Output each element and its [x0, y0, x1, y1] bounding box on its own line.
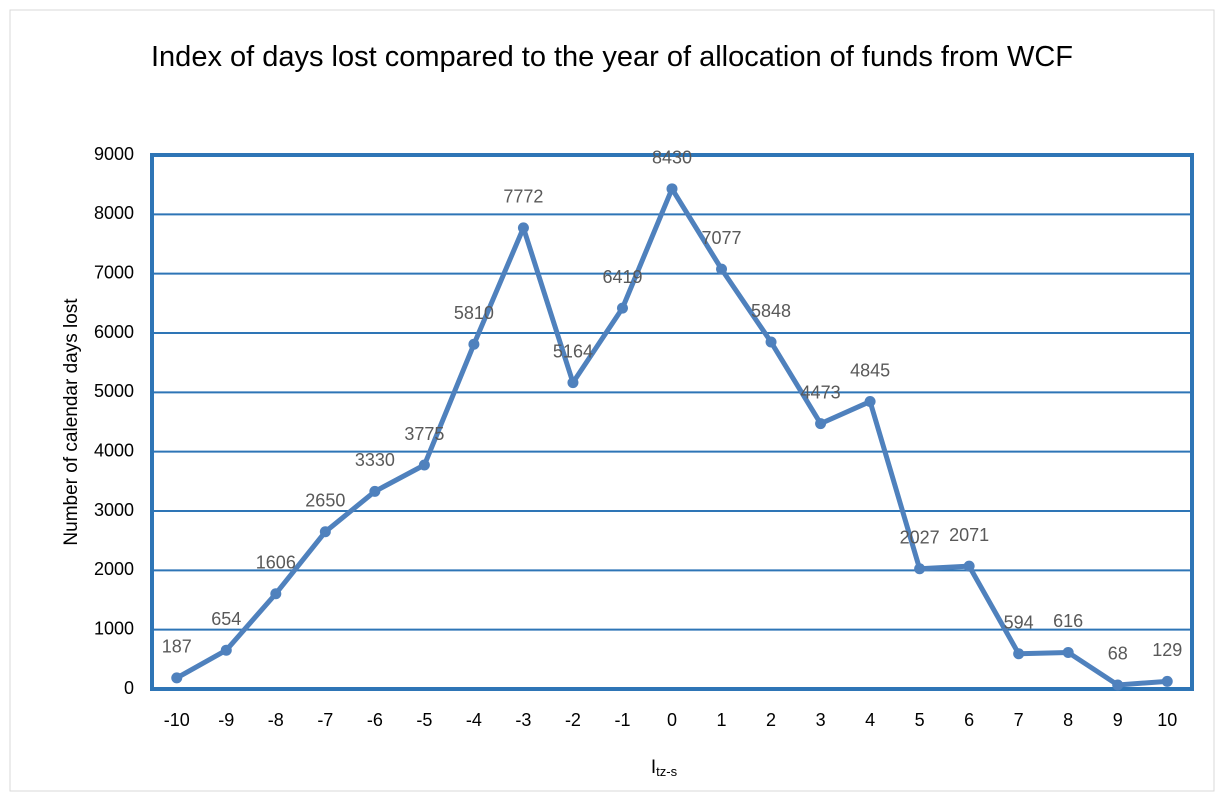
y-tick-label: 5000: [94, 381, 134, 401]
line: [175, 186, 1168, 688]
y-tick-label: 2000: [94, 559, 134, 579]
point: [815, 418, 827, 430]
x-tick-label: -1: [614, 710, 630, 730]
data-label: 654: [211, 609, 241, 629]
data-label: 7772: [503, 187, 543, 207]
x-tick-label: -3: [515, 710, 531, 730]
x-tick-label: -4: [466, 710, 482, 730]
y-tick-label: 8000: [94, 203, 134, 223]
x-tick-label: -5: [416, 710, 432, 730]
point: [171, 672, 183, 684]
x-tick-label: -7: [317, 710, 333, 730]
x-tick-label: 0: [667, 710, 677, 730]
x-tick-label: 5: [915, 710, 925, 730]
data-label: 7077: [702, 228, 742, 248]
point: [567, 377, 579, 389]
x-tick-label: 3: [816, 710, 826, 730]
point: [765, 336, 777, 348]
y-tick-label: 9000: [94, 144, 134, 164]
x-tick-label: -9: [218, 710, 234, 730]
data-label: 6419: [602, 267, 642, 287]
data-label: 594: [1004, 613, 1034, 633]
data-label: 2071: [949, 525, 989, 545]
data-label: 616: [1053, 611, 1083, 631]
data-label: 2027: [900, 527, 940, 547]
y-tick-label: 6000: [94, 322, 134, 342]
point: [666, 183, 678, 195]
x-tick-label: -6: [367, 710, 383, 730]
point: [270, 588, 282, 600]
data-label: 68: [1108, 644, 1128, 664]
x-tick-label: 4: [865, 710, 875, 730]
data-label: 2650: [305, 491, 345, 511]
x-tick-label: 2: [766, 710, 776, 730]
y-tick-label: 7000: [94, 262, 134, 282]
x-tick-label: -2: [565, 710, 581, 730]
point: [963, 560, 975, 572]
point: [1161, 675, 1173, 687]
point: [418, 459, 430, 471]
x-tick-label: -10: [164, 710, 190, 730]
point: [369, 485, 381, 497]
data-label: 4473: [801, 382, 841, 402]
data-label: 5848: [751, 301, 791, 321]
x-tick-label: 7: [1014, 710, 1024, 730]
point: [1062, 646, 1074, 658]
point: [914, 563, 926, 575]
chart-border: [9, 9, 1215, 792]
data-label: 5810: [454, 303, 494, 323]
data-label: 5164: [553, 341, 593, 361]
point: [716, 263, 728, 275]
point: [864, 396, 876, 408]
point: [220, 644, 232, 656]
point: [468, 338, 480, 350]
x-tick-label: 8: [1063, 710, 1073, 730]
data-label: 1606: [256, 552, 296, 572]
data-label: 187: [162, 637, 192, 657]
point: [319, 526, 331, 538]
x-axis-label-sub: tz-s: [656, 764, 677, 779]
point: [1013, 648, 1025, 660]
point: [616, 302, 628, 314]
x-tick-label: -8: [268, 710, 284, 730]
data-label: 4845: [850, 360, 890, 380]
data-label: 129: [1152, 640, 1182, 660]
data-label: 3775: [404, 424, 444, 444]
x-tick-label: 10: [1157, 710, 1177, 730]
x-axis-label-main: I: [651, 757, 656, 778]
point: [517, 222, 529, 234]
data-label: 8430: [652, 148, 692, 168]
x-tick-label: 6: [964, 710, 974, 730]
y-axis-label: Number of calendar days lost: [61, 298, 82, 546]
plot-border: [150, 153, 1194, 691]
y-tick-label: 3000: [94, 500, 134, 520]
y-tick-label: 4000: [94, 440, 134, 460]
x-axis-label: Itz-s: [651, 757, 678, 779]
point: [1112, 679, 1124, 691]
chart-title: Index of days lost compared to the year …: [151, 41, 1073, 73]
data-label: 3330: [355, 450, 395, 470]
y-tick-label: 1000: [94, 618, 134, 638]
x-tick-label: 1: [717, 710, 727, 730]
x-tick-label: 9: [1113, 710, 1123, 730]
y-tick-label: 0: [124, 678, 134, 698]
